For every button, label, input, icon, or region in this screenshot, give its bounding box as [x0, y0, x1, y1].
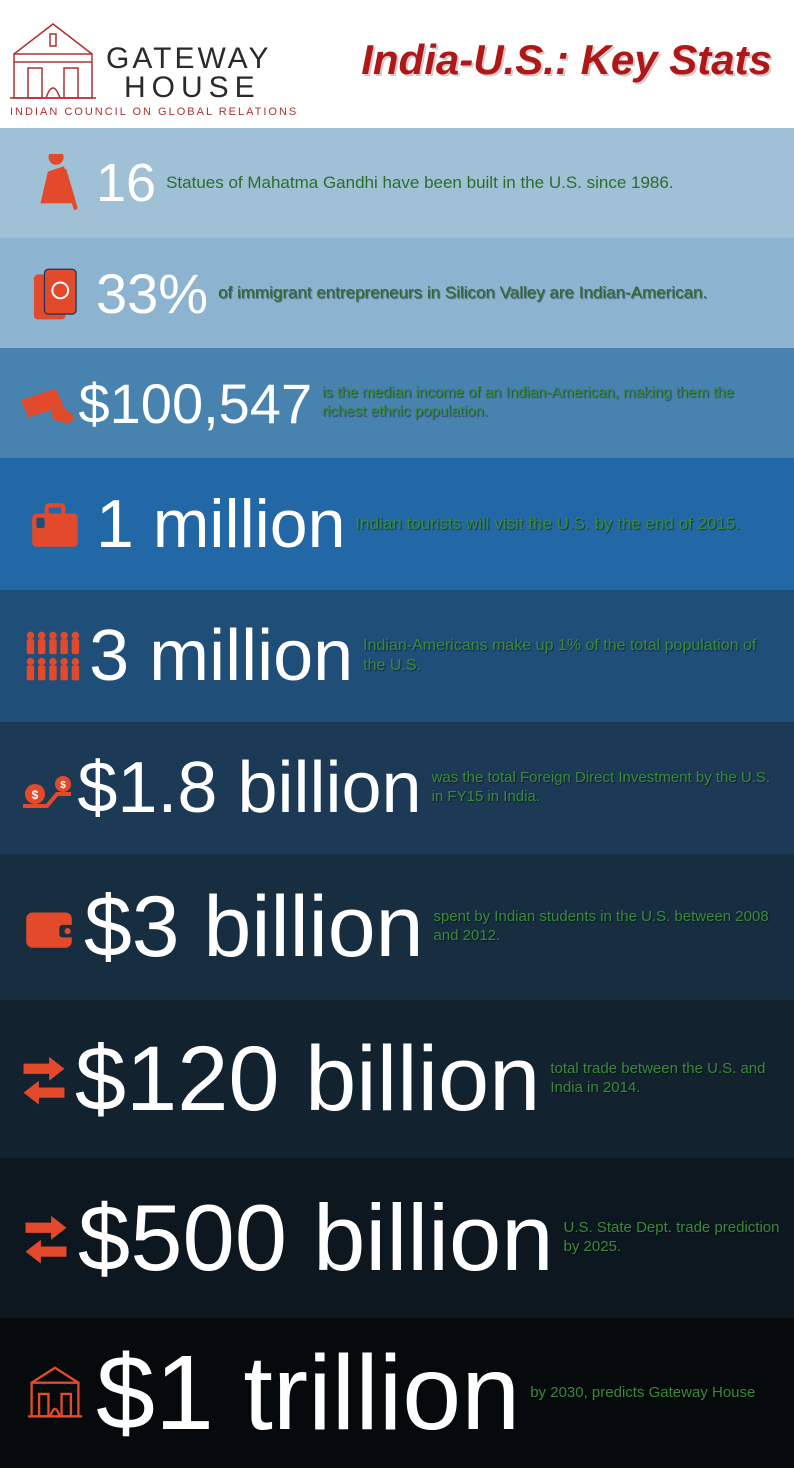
stat-description: total trade between the U.S. and India i… — [550, 1060, 780, 1098]
stat-row: 33% of immigrant entrepreneurs in Silicon… — [0, 238, 794, 348]
stat-description: Statues of Mahatma Gandhi have been buil… — [166, 172, 674, 193]
header: GATEWAY HOUSE India-U.S.: Key Stats — [0, 0, 794, 120]
stat-value: 16 — [96, 152, 156, 214]
org-subtitle: INDIAN COUNCIL ON GLOBAL RELATIONS — [0, 106, 794, 118]
arrows-icon — [14, 1209, 78, 1267]
stat-description: was the total Foreign Direct Investment … — [432, 769, 780, 807]
stat-rows: 16 Statues of Mahatma Gandhi have been bu… — [0, 128, 794, 1468]
stat-value: $120 billion — [75, 1027, 540, 1132]
page-title: India-U.S.: Key Stats — [283, 36, 772, 84]
stat-description: by 2030, predicts Gateway House — [530, 1384, 755, 1403]
stat-row: $1.8 billion was the total Foreign Direct… — [0, 722, 794, 854]
people-icon — [14, 627, 89, 685]
stat-value: $3 billion — [84, 878, 423, 977]
stat-description: of immigrant entrepreneurs in Silicon Va… — [218, 282, 707, 303]
stat-value: 3 million — [89, 615, 353, 697]
org-name-line2: HOUSE — [124, 74, 271, 103]
stat-description: Indian tourists will visit the U.S. by t… — [355, 513, 740, 534]
stat-row: $1 trillion by 2030, predicts Gateway Hou… — [0, 1318, 794, 1468]
logo-icon — [8, 18, 98, 102]
stat-value: 33% — [96, 261, 208, 326]
cash-icon — [14, 374, 79, 432]
stat-description: U.S. State Dept. trade prediction by 202… — [564, 1219, 780, 1257]
stat-row: $3 billion spent by Indian students in th… — [0, 854, 794, 1000]
stat-value: $100,547 — [79, 371, 313, 436]
stat-row: 16 Statues of Mahatma Gandhi have been bu… — [0, 128, 794, 238]
stat-row: 1 million Indian tourists will visit the … — [0, 458, 794, 590]
stat-description: Indian-Americans make up 1% of the total… — [363, 636, 780, 676]
stat-description: spent by Indian students in the U.S. bet… — [433, 908, 780, 946]
stat-value: $1 trillion — [96, 1333, 520, 1454]
stat-row: $120 billion total trade between the U.S.… — [0, 1000, 794, 1158]
gandhi-icon — [14, 154, 96, 212]
logo-text: GATEWAY HOUSE — [106, 45, 271, 102]
invest-icon — [14, 759, 77, 817]
arrows-icon — [14, 1050, 75, 1108]
stat-row: 3 millionIndian-Americans make up 1% of … — [0, 590, 794, 722]
org-name-line1: GATEWAY — [106, 45, 271, 74]
suitcase-icon — [14, 495, 96, 553]
logo-block: GATEWAY HOUSE — [8, 18, 271, 102]
stat-row: $500 billion U.S. State Dept. trade predi… — [0, 1158, 794, 1318]
passport-icon — [14, 264, 96, 322]
stat-value: $500 billion — [78, 1184, 554, 1292]
stat-description: is the median income of an Indian-Americ… — [322, 384, 780, 422]
stat-row: $100,547is the median income of an India… — [0, 348, 794, 458]
gateway-icon — [14, 1364, 96, 1422]
wallet-icon — [14, 898, 84, 956]
stat-value: 1 million — [96, 485, 345, 563]
stat-value: $1.8 billion — [77, 747, 421, 829]
title-wrap: India-U.S.: Key Stats — [283, 36, 782, 84]
